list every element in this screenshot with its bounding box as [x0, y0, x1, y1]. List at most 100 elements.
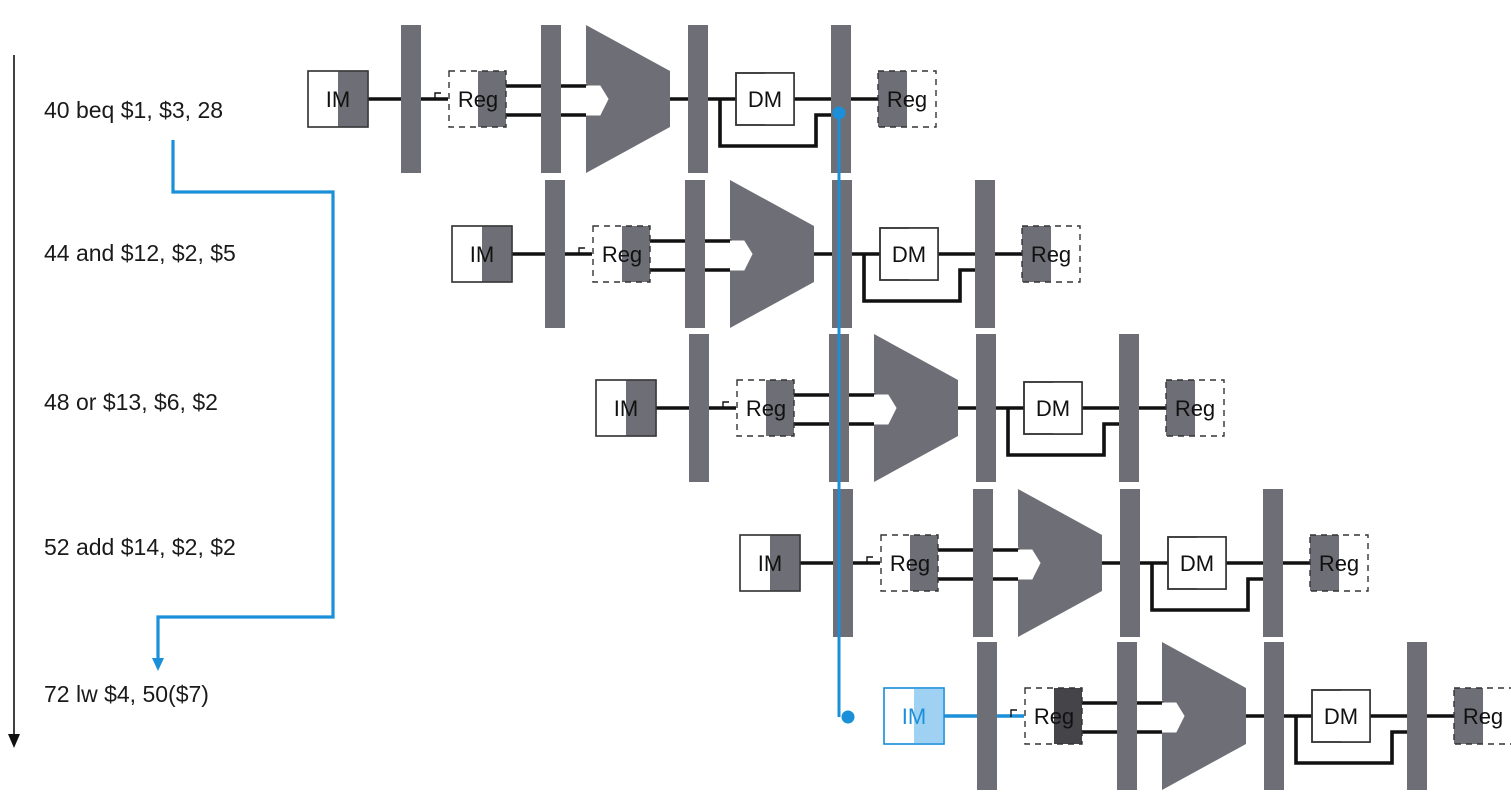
wb-reg-write-half [1166, 380, 1195, 436]
instruction-label-add: 52 add $14, $2, $2 [44, 534, 236, 560]
if-id-pipeline-register [689, 334, 709, 482]
im-label: IM [614, 396, 638, 421]
dm-label: DM [1180, 551, 1214, 576]
reg-write-notch [434, 92, 441, 100]
pipeline-row-5: IM Reg DM Reg [883, 642, 1511, 790]
branch-target-path [156, 140, 335, 660]
im-block-read-half [338, 71, 368, 127]
id-ex-pipeline-register [541, 25, 561, 173]
ex-mem-pipeline-register [1264, 642, 1284, 790]
mem-wb-pipeline-register [1119, 334, 1139, 482]
wb-reg-block-border [1021, 225, 1081, 283]
dm-block-right-half [909, 228, 938, 280]
dm-block-right-half [1053, 382, 1082, 434]
id-ex-pipeline-register [1117, 642, 1137, 790]
dm-bypass-wire [1006, 408, 1119, 457]
reg-read-half [1054, 688, 1082, 744]
if-id-pipeline-register [833, 489, 853, 637]
wb-reg-label: Reg [887, 87, 927, 112]
dm-block-border [1023, 381, 1083, 435]
ex-mem-pipeline-register [976, 334, 996, 482]
wb-reg-label: Reg [1463, 704, 1503, 729]
wb-reg-write-half [878, 71, 907, 127]
reg-read-half [622, 226, 650, 282]
im-block-border [739, 534, 801, 592]
alu-input-notch [1018, 549, 1041, 580]
im-block-read-half [770, 535, 800, 591]
instruction-label-beq: 40 beq $1, $3, 28 [44, 97, 224, 123]
dm-block-right-half [1341, 690, 1370, 742]
im-block-border [883, 687, 945, 745]
dm-block-border [879, 227, 939, 281]
im-label: IM [326, 87, 350, 112]
pipeline-row-1: IM Reg DM Reg [307, 25, 937, 173]
wb-reg-label: Reg [1175, 396, 1215, 421]
im-block-border [595, 379, 657, 437]
alu-input-notch [586, 85, 609, 116]
im-block-read-half [482, 226, 512, 282]
reg-label: Reg [890, 551, 930, 576]
wb-reg-write-half [1454, 688, 1483, 744]
alu-input-notch [1162, 702, 1185, 733]
dm-block-right-half [1197, 537, 1226, 589]
instruction-label-or: 48 or $13, $6, $2 [44, 389, 218, 415]
im-block-border [307, 70, 369, 128]
wb-reg-block-border [877, 70, 937, 128]
reg-block-border [736, 379, 795, 437]
id-ex-pipeline-register [685, 180, 705, 328]
reg-label: Reg [1034, 704, 1074, 729]
reg-read-half [766, 380, 794, 436]
program-order-arrowhead [8, 734, 20, 748]
alu-input-notch [874, 394, 897, 425]
dm-label: DM [892, 242, 926, 267]
dm-bypass-wire [1294, 716, 1407, 765]
if-id-pipeline-register [401, 25, 421, 173]
branch-target-dot [841, 710, 855, 724]
im-block-read-half [626, 380, 656, 436]
im-block-read-half [914, 688, 944, 744]
mem-wb-pipeline-register [975, 180, 995, 328]
pipeline-row-3: IM Reg DM Reg [595, 334, 1225, 482]
reg-label: Reg [746, 396, 786, 421]
alu-shape [1018, 489, 1102, 637]
im-label: IM [758, 551, 782, 576]
instruction-label-and: 44 and $12, $2, $5 [44, 240, 236, 266]
wb-reg-write-half [1022, 226, 1051, 282]
im-block-border [451, 225, 513, 283]
reg-label: Reg [458, 87, 498, 112]
reg-label: Reg [602, 242, 642, 267]
pipeline-row-2: IM Reg DM Reg [451, 180, 1081, 328]
reg-block-border [592, 225, 651, 283]
dm-block-border [1311, 689, 1371, 743]
dm-bypass-wire [1150, 563, 1263, 612]
mem-wb-pipeline-register [1263, 489, 1283, 637]
wb-reg-block-border [1165, 379, 1225, 437]
wb-reg-write-half [1310, 535, 1339, 591]
wb-reg-block-border [1309, 534, 1369, 592]
mem-wb-pipeline-register [831, 25, 851, 173]
im-label: IM [902, 704, 926, 729]
branch-target-arrowhead [152, 658, 164, 671]
reg-write-notch [722, 401, 729, 409]
reg-read-half [478, 71, 506, 127]
im-label: IM [470, 242, 494, 267]
dm-bypass-wire [862, 254, 975, 303]
reg-write-notch [1010, 709, 1017, 717]
alu-input-notch [730, 240, 753, 271]
dm-bypass-wire [718, 99, 831, 148]
dm-label: DM [748, 87, 782, 112]
alu-shape [586, 25, 670, 173]
dm-block-border [735, 72, 795, 126]
alu-shape [730, 180, 814, 328]
instruction-label-lw: 72 lw $4, 50($7) [44, 681, 209, 707]
reg-read-half [910, 535, 938, 591]
ex-mem-pipeline-register [1120, 489, 1140, 637]
ex-mem-pipeline-register [688, 25, 708, 173]
dm-label: DM [1324, 704, 1358, 729]
dm-block-border [1167, 536, 1227, 590]
wb-reg-label: Reg [1031, 242, 1071, 267]
reg-block-border [1024, 687, 1083, 745]
reg-block-border [880, 534, 939, 592]
wb-reg-block-border [1453, 687, 1511, 745]
